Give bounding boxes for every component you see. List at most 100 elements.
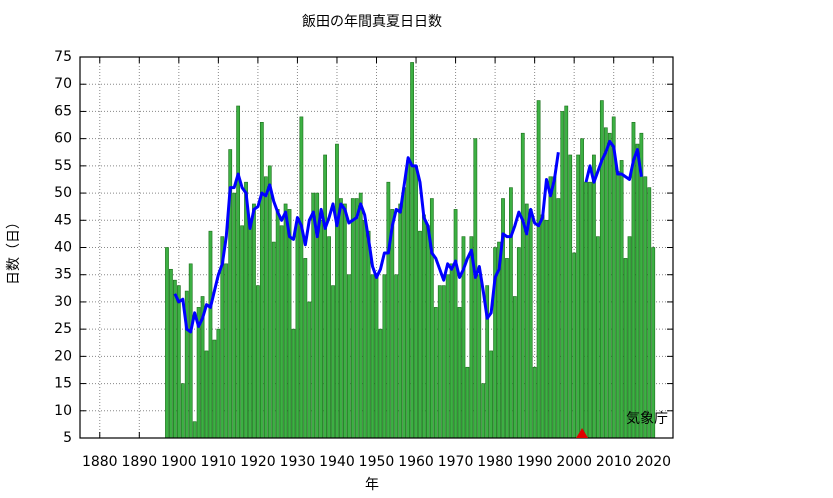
bar <box>362 219 367 439</box>
plot-frame <box>79 56 674 439</box>
annotation: 気象庁 <box>626 411 668 427</box>
bar <box>536 100 541 439</box>
bar <box>176 285 181 439</box>
x-tick-label: 2020 <box>635 454 671 470</box>
x-tick-label: 1970 <box>438 454 474 470</box>
bar <box>528 209 533 439</box>
bar <box>611 116 616 439</box>
bar <box>437 285 442 439</box>
bar <box>319 219 324 439</box>
bar <box>477 274 482 439</box>
bar <box>291 328 296 439</box>
bar <box>279 225 284 439</box>
x-axis-label: 年 <box>365 477 379 493</box>
bar <box>212 339 217 439</box>
bar <box>303 258 308 439</box>
y-tick-label: 15 <box>54 376 72 392</box>
bar <box>307 301 312 439</box>
bar <box>232 192 237 439</box>
bar <box>327 236 331 439</box>
bar <box>259 122 264 439</box>
bar <box>165 247 169 439</box>
bar <box>619 160 624 439</box>
bar <box>244 181 248 439</box>
bar <box>568 154 573 439</box>
bar <box>240 225 244 439</box>
bar <box>335 143 339 439</box>
bar <box>267 165 272 439</box>
y-tick-label: 45 <box>54 212 72 228</box>
bar <box>580 138 584 439</box>
moving-average-line <box>173 139 643 334</box>
x-tick-label: 2000 <box>556 454 592 470</box>
y-tick-label: 5 <box>63 430 72 446</box>
bar <box>252 203 256 439</box>
bar <box>283 203 288 439</box>
bar <box>453 209 458 439</box>
bar <box>248 219 252 439</box>
bar <box>481 383 486 439</box>
bar <box>465 366 470 439</box>
x-tick-label: 1990 <box>517 454 553 470</box>
bar <box>172 279 177 439</box>
bar <box>422 214 426 439</box>
bar <box>544 219 549 439</box>
x-tick-label: 1910 <box>201 454 237 470</box>
bar <box>358 192 363 439</box>
bar <box>342 203 347 439</box>
bar <box>607 132 612 439</box>
bar <box>216 328 221 439</box>
bar <box>370 274 375 439</box>
bar <box>426 225 430 439</box>
bar <box>524 203 529 439</box>
bar <box>287 209 292 439</box>
bar <box>572 252 577 439</box>
bar <box>627 236 632 439</box>
bar <box>180 383 185 439</box>
x-tick-label: 1900 <box>161 454 197 470</box>
bar <box>512 296 517 439</box>
bar <box>520 132 525 439</box>
bar <box>505 258 509 439</box>
y-tick-label: 50 <box>54 185 72 201</box>
bar <box>410 62 414 439</box>
bar <box>323 154 327 439</box>
marker-triangle <box>576 428 589 438</box>
bar <box>647 187 652 439</box>
bar <box>457 307 462 439</box>
y-tick-label: 75 <box>54 49 72 65</box>
x-tick-label: 1980 <box>477 454 513 470</box>
bar <box>441 285 446 439</box>
bar <box>540 214 545 439</box>
bar <box>394 274 399 439</box>
y-tick-label: 40 <box>54 240 72 256</box>
bar <box>588 181 592 439</box>
x-tick-label: 1920 <box>240 454 276 470</box>
bar <box>204 350 209 439</box>
x-tick-label: 1950 <box>359 454 395 470</box>
bar <box>311 192 316 439</box>
bar <box>564 105 569 439</box>
y-tick-label: 65 <box>54 103 72 119</box>
bar <box>188 263 193 439</box>
bar <box>584 181 588 439</box>
bar <box>169 268 173 439</box>
bar <box>556 198 561 439</box>
bar <box>299 116 304 439</box>
bar <box>350 198 355 439</box>
bar <box>449 263 454 439</box>
bar <box>386 181 391 439</box>
bar <box>346 274 351 439</box>
bar <box>295 219 300 439</box>
bar <box>576 154 581 439</box>
bar <box>398 203 403 439</box>
bar <box>192 421 197 439</box>
bar <box>560 111 565 439</box>
bar <box>596 236 600 439</box>
bar <box>339 198 343 439</box>
y-tick-label: 10 <box>54 403 72 419</box>
bar <box>263 176 268 439</box>
y-tick-label: 20 <box>54 348 72 364</box>
